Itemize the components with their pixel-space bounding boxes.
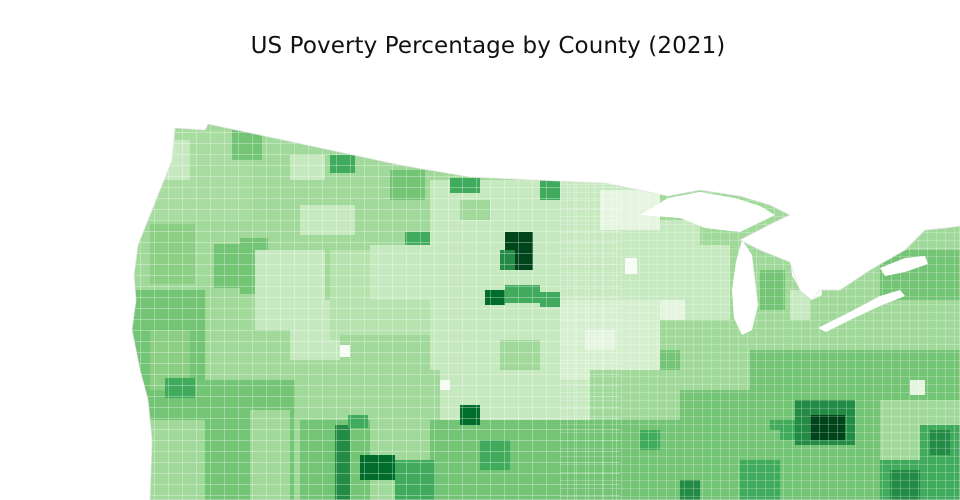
lake-ontario: [880, 256, 928, 276]
lake-michigan: [732, 240, 758, 335]
map-title: US Poverty Percentage by County (2021): [250, 33, 726, 59]
lake-superior: [640, 192, 775, 232]
lake-erie: [818, 290, 905, 332]
county-border-grid-west: [132, 124, 620, 500]
county-fill-layer: [132, 124, 960, 500]
county-border-grid-east: [560, 150, 960, 500]
lake-huron: [790, 258, 822, 300]
